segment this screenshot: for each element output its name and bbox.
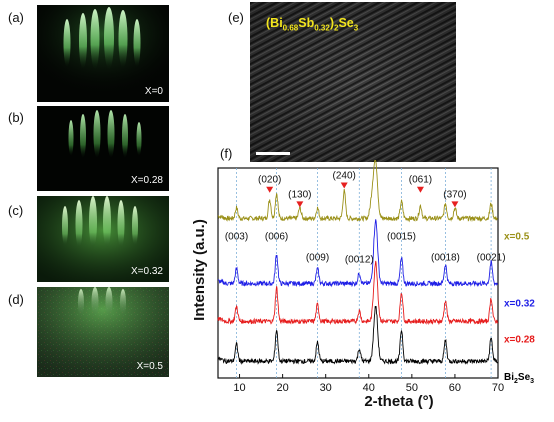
- tem-lattice-fringes: [250, 2, 456, 162]
- x-axis-label: 2-theta (°): [364, 393, 433, 410]
- dashed-guides: [236, 168, 492, 378]
- xrd-chart: 10 20 30 40 50 60 70 (020) (130) (240) (061) (370)…: [191, 160, 535, 410]
- peak-label: (003): [225, 231, 248, 242]
- peak-marker: [451, 201, 459, 208]
- scale-bar: [256, 152, 290, 155]
- peak-label: (020): [258, 175, 281, 186]
- x-label-b: X=0.28: [131, 175, 163, 186]
- peak-label: (370): [443, 189, 466, 200]
- rheed-image-d: X=0.5: [37, 287, 169, 377]
- peak-label: (061): [409, 175, 432, 186]
- x-tick-label: 30: [320, 382, 332, 394]
- x-tick-label: 50: [406, 382, 418, 394]
- series-line: [217, 260, 499, 326]
- y-axis-label: Intensity (a.u.): [191, 219, 208, 321]
- rheed-pattern-a: [37, 5, 169, 102]
- plot-border: [217, 167, 499, 379]
- peak-marker: [266, 186, 274, 193]
- series-label: x=0.28: [504, 334, 535, 345]
- rheed-image-b: X=0.28: [37, 106, 169, 191]
- rheed-image-c: X=0.32: [37, 196, 169, 282]
- series-labels: x=0.5 x=0.32 x=0.28 Bi2Se3: [504, 231, 535, 385]
- series-line: [217, 219, 498, 288]
- peak-marker: [296, 201, 304, 208]
- x-tick-label: 60: [449, 382, 461, 394]
- x-tick-label: 20: [276, 382, 288, 394]
- x-tick-label: 40: [363, 382, 375, 394]
- series-label: x=0.5: [504, 231, 530, 242]
- panel-label-b: (b): [8, 110, 24, 125]
- panel-label-c: (c): [8, 203, 24, 218]
- rheed-pattern-b: [68, 110, 142, 158]
- tem-image: (Bi0.68Sb0.32)2Se3: [250, 2, 456, 162]
- peak-label: (0021): [477, 252, 506, 263]
- x-label-a: X=0: [144, 86, 163, 97]
- peak-marker: [416, 186, 424, 193]
- peak-label: (0012): [345, 255, 374, 266]
- series-line: [217, 160, 498, 223]
- panel-label-a: (a): [8, 10, 24, 25]
- rheed-image-a: X=0: [37, 5, 169, 102]
- series-label: Bi2Se3: [504, 372, 534, 385]
- series-group: [217, 160, 499, 366]
- x-ticks: 10 20 30 40 50 60 70: [233, 374, 504, 394]
- rheed-pattern-d: [37, 287, 169, 377]
- x-label-d: X=0.5: [136, 361, 163, 372]
- peak-label: (130): [288, 189, 311, 200]
- peak-marker: [340, 182, 348, 189]
- series-label: x=0.32: [504, 299, 535, 310]
- peak-label: (006): [265, 231, 288, 242]
- peak-label: (0018): [431, 252, 460, 263]
- tem-title: (Bi0.68Sb0.32)2Se3: [266, 16, 359, 33]
- rheed-pattern-c: [37, 196, 169, 282]
- x-tick-label: 70: [492, 382, 504, 394]
- series-line: [217, 305, 498, 366]
- peak-annotations: (020) (130) (240) (061) (370) (003) (006) (009)…: [225, 171, 506, 266]
- peak-label: (0015): [387, 231, 416, 242]
- plot-frame: [217, 167, 499, 379]
- peak-label: (240): [333, 171, 356, 182]
- x-label-c: X=0.32: [131, 266, 163, 277]
- panel-label-d: (d): [8, 292, 24, 307]
- peak-label: (009): [306, 252, 329, 263]
- x-tick-label: 10: [233, 382, 245, 394]
- panel-label-e: (e): [228, 10, 244, 25]
- panel-label-f: (f): [220, 146, 233, 161]
